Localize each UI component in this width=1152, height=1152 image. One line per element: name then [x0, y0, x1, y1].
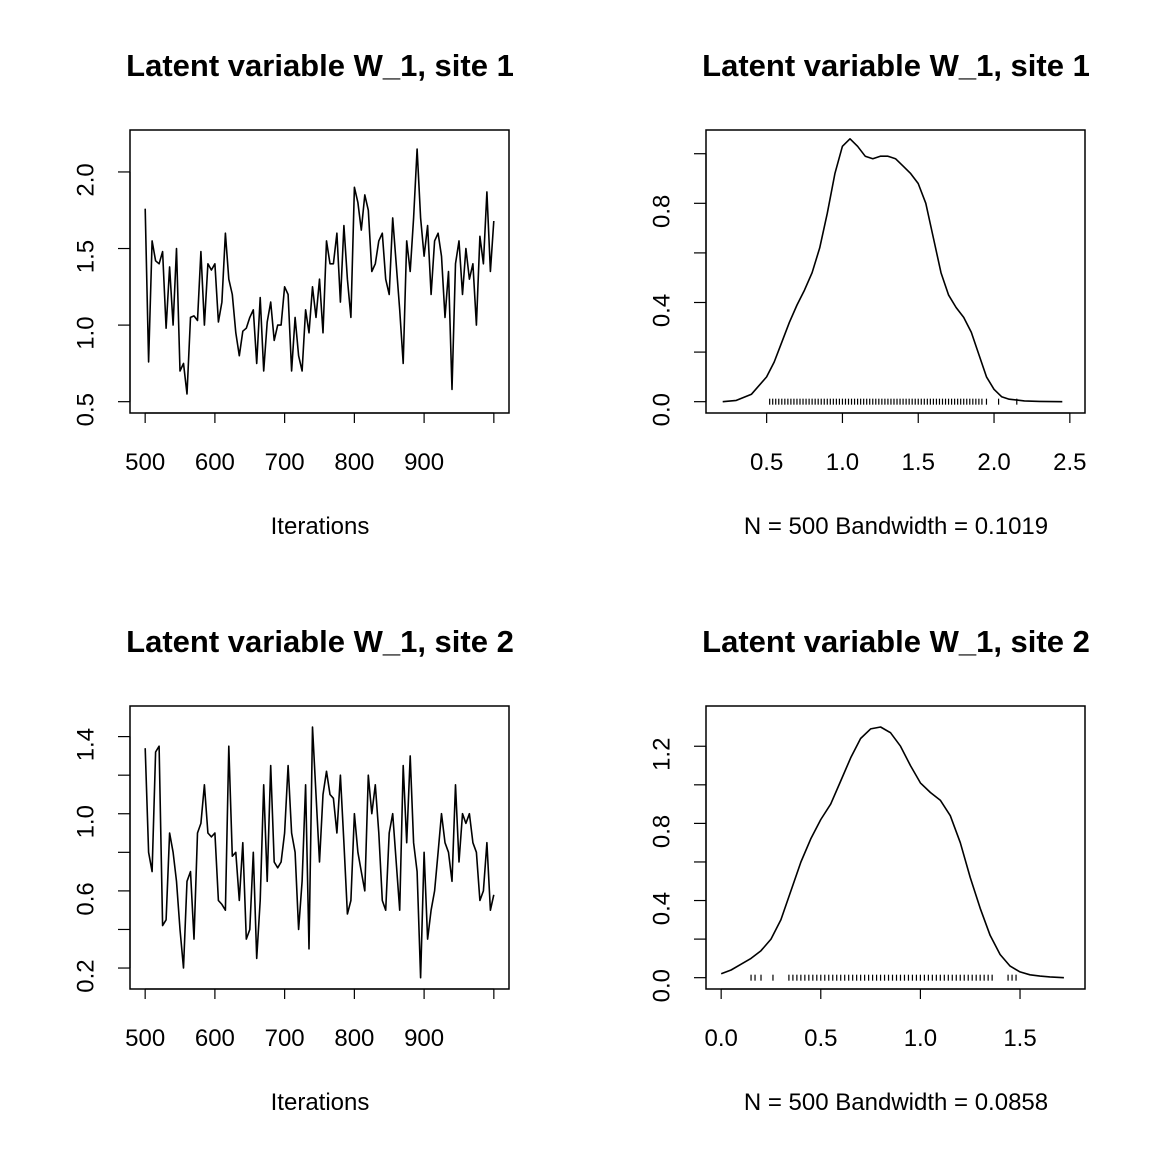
y-tick-label: 2.0 — [73, 163, 100, 196]
x-axis-label: Iterations — [271, 1089, 370, 1116]
x-tick-label: 1.5 — [1003, 1025, 1036, 1052]
y-tick-label: 0.0 — [649, 393, 676, 426]
chart-title: Latent variable W_1, site 1 — [126, 48, 514, 83]
y-tick-label: 0.2 — [73, 959, 100, 992]
y-tick-label: 0.5 — [73, 393, 100, 426]
x-axis-label: N = 500 Bandwidth = 0.0858 — [744, 1089, 1048, 1116]
y-tick-label: 1.4 — [73, 728, 100, 761]
density-plot-site-1: Latent variable W_1, site 1 N = 500 Band… — [649, 48, 1090, 540]
x-axis-label: N = 500 Bandwidth = 0.1019 — [744, 513, 1048, 540]
x-tick-label: 700 — [265, 449, 305, 476]
density-curve — [720, 726, 1064, 979]
y-tick-label: 0.8 — [649, 815, 676, 848]
y-tick-label: 0.4 — [649, 892, 676, 925]
x-tick-label: 0.5 — [804, 1025, 837, 1052]
y-tick-label: 1.2 — [649, 738, 676, 771]
y-tick-label: 1.5 — [73, 240, 100, 273]
trace-line — [144, 726, 495, 979]
x-tick-label: 1.0 — [904, 1025, 937, 1052]
x-tick-label: 900 — [404, 449, 444, 476]
x-tick-label: 2.0 — [977, 449, 1010, 476]
y-tick-label: 1.0 — [73, 805, 100, 838]
x-tick-label: 900 — [404, 1025, 444, 1052]
x-tick-label: 2.5 — [1053, 449, 1086, 476]
x-tick-label: 0.0 — [704, 1025, 737, 1052]
y-tick-label: 0.8 — [649, 195, 676, 228]
x-tick-label: 1.0 — [826, 449, 859, 476]
x-tick-label: 600 — [195, 1025, 235, 1052]
y-tick-label: 1.0 — [73, 316, 100, 349]
chart-title: Latent variable W_1, site 2 — [126, 624, 514, 659]
y-tick-label: 0.4 — [649, 294, 676, 327]
x-tick-label: 800 — [334, 449, 374, 476]
x-tick-label: 800 — [334, 1025, 374, 1052]
x-tick-label: 0.5 — [750, 449, 783, 476]
trace-plot-site-1: Latent variable W_1, site 1 Iterations 5… — [73, 48, 514, 540]
density-curve — [722, 138, 1063, 403]
trace-line — [144, 148, 495, 395]
chart-title: Latent variable W_1, site 1 — [702, 48, 1090, 83]
chart-title: Latent variable W_1, site 2 — [702, 624, 1090, 659]
x-axis-label: Iterations — [271, 513, 370, 540]
x-tick-label: 500 — [125, 1025, 165, 1052]
density-plot-site-2: Latent variable W_1, site 2 N = 500 Band… — [649, 624, 1090, 1116]
x-tick-label: 500 — [125, 449, 165, 476]
trace-plot-site-2: Latent variable W_1, site 2 Iterations 5… — [73, 624, 514, 1116]
x-tick-label: 1.5 — [902, 449, 935, 476]
y-tick-label: 0.0 — [649, 969, 676, 1002]
x-tick-label: 700 — [265, 1025, 305, 1052]
x-tick-label: 600 — [195, 449, 235, 476]
y-tick-label: 0.6 — [73, 882, 100, 915]
